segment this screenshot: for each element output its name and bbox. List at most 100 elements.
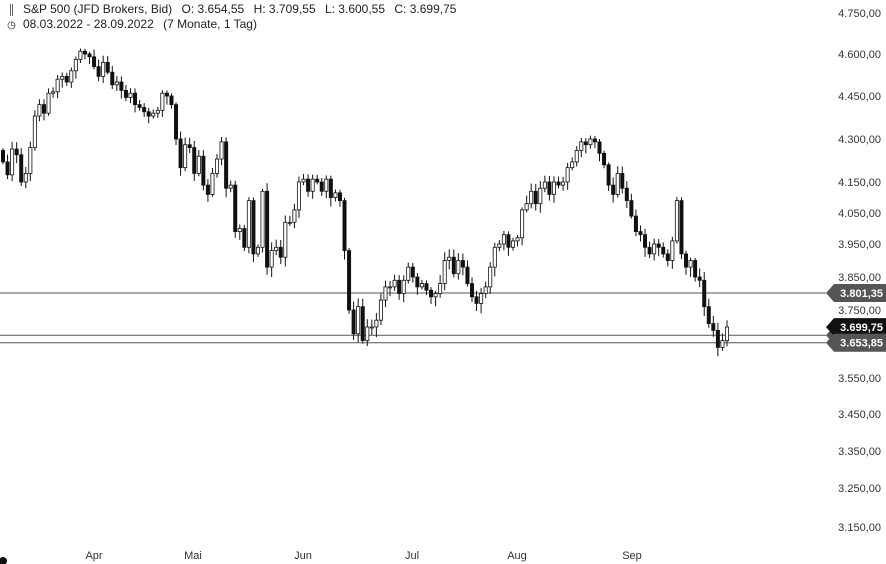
candle-body	[274, 246, 279, 252]
candle-body	[110, 71, 115, 86]
last-price-badge: 3.699,75	[840, 322, 883, 334]
candle-body	[410, 266, 415, 278]
candle-body	[679, 200, 684, 255]
candle-body	[547, 181, 552, 195]
candle-body	[556, 181, 561, 186]
candle-body	[419, 283, 424, 288]
candle-body	[328, 178, 333, 198]
level-badge: 3.653,85	[840, 338, 883, 350]
candle-body	[219, 141, 224, 160]
candle-body	[470, 283, 475, 298]
candle-body	[647, 246, 652, 255]
candle-body	[201, 155, 206, 186]
candle-body	[611, 184, 616, 195]
candle-body	[32, 115, 37, 148]
candle-body	[565, 167, 570, 183]
candle-body	[164, 92, 169, 97]
y-tick-label: 4.750,00	[838, 8, 881, 20]
candle-body	[688, 260, 693, 268]
candle-body	[351, 309, 356, 335]
x-tick-label: Jun	[294, 550, 312, 562]
candle-body	[210, 172, 215, 195]
candle-body	[137, 104, 142, 108]
candle-body	[319, 181, 324, 192]
candle-body	[684, 253, 689, 268]
chart-header: ║ S&P 500 (JFD Brokers, Bid) O: 3.654,55 …	[6, 2, 462, 16]
candle-body	[542, 181, 547, 189]
candle-body	[114, 81, 119, 86]
candle-body	[246, 200, 251, 248]
x-tick-label: Mai	[184, 550, 202, 562]
level-badge-bg	[826, 333, 886, 352]
candle-body	[169, 95, 174, 105]
candle-body	[260, 190, 265, 248]
y-tick-label: 4.450,00	[838, 91, 881, 103]
candle-body	[60, 76, 65, 80]
candle-body	[347, 250, 352, 311]
candle-body	[706, 306, 711, 325]
candle-body	[533, 190, 538, 205]
candle-body	[296, 181, 301, 211]
candle-body	[652, 243, 657, 255]
high-value: H: 3.709,55	[253, 2, 316, 16]
candle-body	[515, 237, 520, 242]
candle-body	[233, 184, 238, 233]
candle-body	[41, 104, 46, 114]
level-badge: 3.801,35	[840, 288, 883, 300]
candle-body	[292, 209, 297, 223]
candle-body	[356, 306, 361, 335]
candle-body	[401, 279, 406, 294]
candle-body	[460, 260, 465, 268]
candle-body	[633, 215, 638, 233]
corner-marker	[0, 557, 7, 564]
instrument-name: S&P 500 (JFD Brokers, Bid)	[23, 2, 173, 16]
candle-body	[37, 104, 42, 117]
candle-body	[397, 279, 402, 294]
candle-body	[465, 266, 470, 285]
candle-body	[360, 306, 365, 342]
candle-body	[520, 209, 525, 239]
candle-body	[629, 200, 634, 217]
candle-body	[96, 66, 101, 77]
candle-body	[561, 181, 566, 186]
candle-body	[615, 172, 620, 195]
candle-body	[151, 112, 156, 117]
candle-body	[146, 111, 151, 117]
candle-body	[488, 266, 493, 288]
candle-body	[670, 240, 675, 261]
candle-body	[674, 200, 679, 242]
candle-body	[128, 92, 133, 98]
candle-body	[5, 161, 10, 176]
candle-body	[492, 246, 497, 268]
candle-body	[133, 92, 138, 105]
candle-body	[497, 243, 502, 248]
candle-body	[620, 172, 625, 189]
candle-body	[433, 293, 438, 298]
date-range-row: ◷ 08.03.2022 - 28.09.2022 (7 Monate, 1 Ta…	[6, 17, 263, 31]
candle-body	[155, 109, 160, 114]
clock-icon: ◷	[7, 20, 16, 31]
candle-body	[725, 326, 730, 342]
candle-body	[392, 279, 397, 288]
candle-body	[583, 141, 588, 146]
candle-body	[105, 62, 110, 73]
x-tick-label: Jul	[405, 550, 419, 562]
candle-body	[697, 276, 702, 281]
candle-body	[19, 154, 24, 183]
candle-body	[638, 231, 643, 236]
y-tick-label: 3.550,00	[838, 373, 881, 385]
candle-body	[46, 92, 51, 114]
candle-body	[588, 138, 593, 146]
candle-body	[429, 289, 434, 298]
candle-body	[160, 92, 165, 111]
candle-body	[255, 246, 260, 255]
candle-body	[656, 243, 661, 248]
candle-body	[665, 253, 670, 261]
candle-body	[693, 260, 698, 278]
x-tick-label: Apr	[85, 550, 102, 562]
candle-body	[224, 141, 229, 189]
candle-body	[438, 283, 443, 294]
candle-body	[415, 276, 420, 288]
candle-body	[602, 152, 607, 166]
